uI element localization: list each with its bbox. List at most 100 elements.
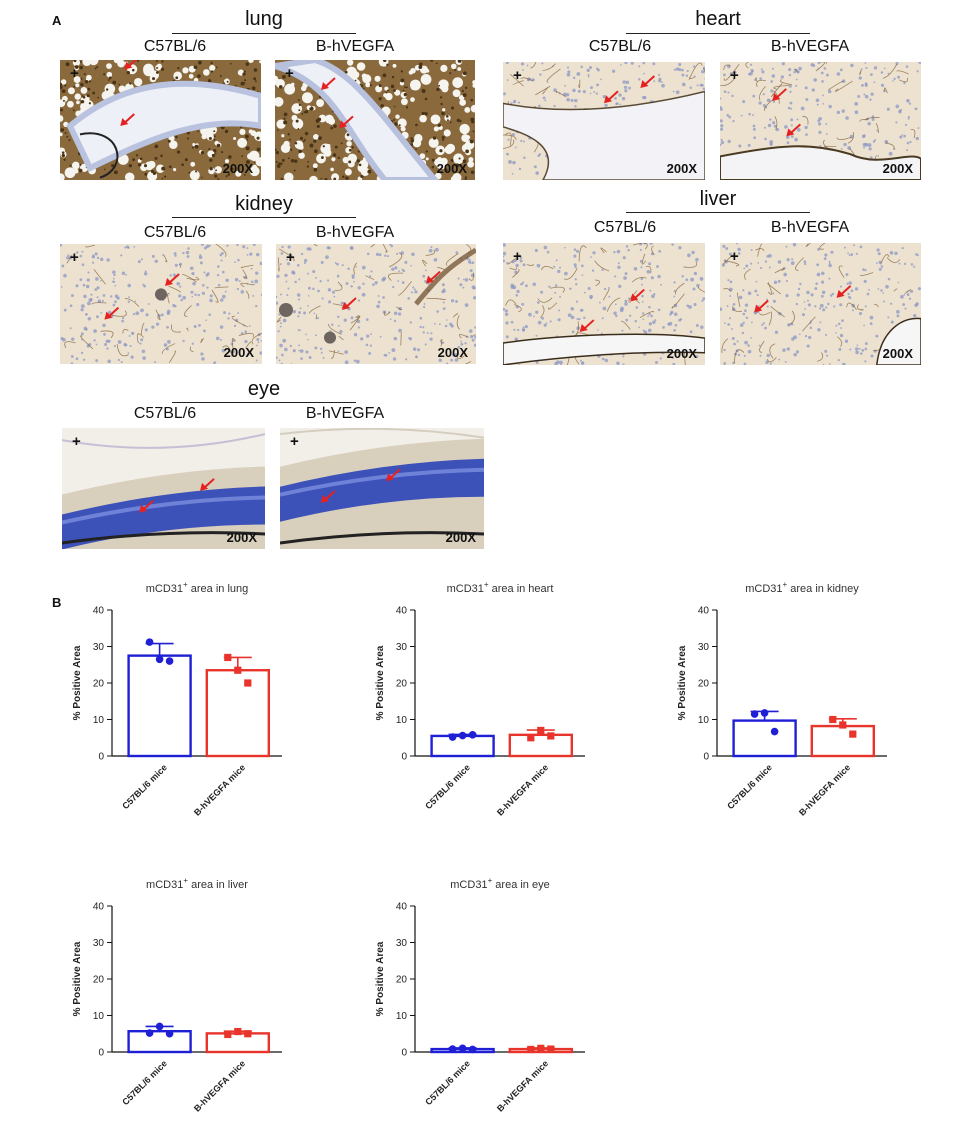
organ-title-lung: lung: [245, 8, 283, 30]
y-tick-label: 0: [703, 752, 709, 763]
micrograph-eye-hvegfa: +200X: [280, 428, 484, 549]
bar: [732, 719, 797, 758]
red-arrow-icon: [139, 499, 154, 513]
y-tick-label: 40: [396, 606, 408, 617]
red-arrow-icon: [579, 319, 595, 333]
red-arrow-icon: [200, 478, 215, 491]
magnification-label: 200X: [222, 161, 253, 176]
chart-eye: mCD31+ area in eye 0 10 20 30 40 % Positive Ar…: [363, 868, 623, 1128]
y-axis-label: % Positive Area: [677, 645, 688, 720]
micrograph-image: [60, 244, 262, 364]
micrograph-lung-hvegfa: +200X: [275, 60, 475, 180]
strain-label-hvegfa-lung: B-hVEGFA: [315, 38, 395, 55]
y-axis-label: % Positive Area: [72, 941, 83, 1016]
x-category-label: C57BL/6 mice: [120, 1058, 169, 1107]
magnification-label: 200X: [882, 161, 913, 176]
x-category-label: B-hVEGFA mice: [495, 762, 550, 817]
red-arrow-icon: [339, 115, 354, 129]
data-point: [760, 709, 769, 717]
data-point: [224, 1030, 232, 1039]
organ-title-liver: liver: [699, 188, 737, 210]
data-point: [750, 710, 759, 718]
data-point: [547, 732, 555, 740]
y-tick-label: 20: [396, 679, 408, 690]
micrograph-image: [720, 62, 921, 180]
y-tick-label: 40: [93, 902, 105, 913]
strain-label-hvegfa-heart: B-hVEGFA: [770, 38, 850, 55]
red-arrow-icon: [604, 90, 619, 104]
x-category-label: C57BL/6 mice: [120, 762, 169, 811]
data-point: [458, 1044, 467, 1053]
y-tick-label: 10: [93, 1011, 105, 1022]
data-point: [165, 1029, 174, 1038]
red-arrow-icon: [426, 270, 441, 284]
x-category-label: B-hVEGFA mice: [192, 762, 247, 817]
y-tick-label: 20: [396, 975, 408, 986]
micrograph-image: [280, 428, 484, 549]
bar-chart: mCD31+ area in kidney 0 10 20 30 40 % Positive…: [677, 580, 887, 818]
data-point: [165, 657, 174, 665]
organ-title-heart: heart: [695, 8, 741, 30]
strain-label-c57-heart: C57BL/6: [588, 38, 652, 55]
red-arrow-icon: [630, 288, 645, 302]
red-arrow-icon: [386, 468, 401, 482]
y-tick-label: 10: [698, 715, 710, 726]
micrograph-kidney-c57: +200X: [60, 244, 262, 364]
red-arrow-icon: [836, 285, 852, 298]
data-point: [244, 679, 252, 687]
data-point: [448, 1045, 457, 1053]
y-tick-label: 0: [98, 1048, 104, 1059]
panel-a-label: A: [52, 13, 62, 28]
chart-title: mCD31+ area in liver: [146, 876, 248, 891]
red-arrow-icon: [120, 113, 135, 126]
bar: [810, 724, 876, 758]
plus-sign: +: [513, 67, 522, 84]
bar-chart: mCD31+ area in eye 0 10 20 30 40 % Positive Ar…: [375, 876, 585, 1114]
y-tick-label: 10: [396, 1011, 408, 1022]
y-tick-label: 20: [93, 679, 105, 690]
y-axis-label: % Positive Area: [375, 941, 386, 1016]
strain-label-c57-lung: C57BL/6: [143, 38, 207, 55]
chart-kidney: mCD31+ area in kidney 0 10 20 30 40 % Positive…: [665, 572, 925, 832]
red-arrow-icon: [786, 123, 802, 137]
magnification-label: 200X: [666, 346, 697, 361]
micrograph-image: [503, 243, 705, 365]
x-category-label: C57BL/6 mice: [423, 1058, 472, 1107]
micrograph-lung-c57: +200X: [60, 60, 261, 180]
y-tick-label: 10: [93, 715, 105, 726]
bar-chart: mCD31+ area in lung 0 10 20 30 40 % Positive A…: [72, 580, 282, 818]
micrograph-image: [62, 428, 265, 549]
magnification-label: 200X: [882, 346, 913, 361]
data-point: [527, 1045, 535, 1054]
chart-title: mCD31+ area in heart: [447, 580, 554, 595]
red-arrow-icon: [640, 75, 656, 88]
chart-lung: mCD31+ area in lung 0 10 20 30 40 % Positive A…: [60, 572, 320, 832]
strain-label-c57-kidney: C57BL/6: [143, 224, 207, 241]
y-tick-label: 30: [93, 938, 105, 949]
plus-sign: +: [285, 65, 294, 82]
data-point: [145, 638, 154, 646]
y-tick-label: 30: [396, 938, 408, 949]
magnification-label: 200X: [436, 161, 467, 176]
y-tick-label: 30: [396, 642, 408, 653]
organ-underline-heart: [626, 33, 810, 34]
micrograph-image: [276, 244, 476, 364]
data-point: [537, 1044, 545, 1052]
x-category-label: B-hVEGFA mice: [192, 1058, 247, 1113]
y-tick-label: 30: [93, 642, 105, 653]
data-point: [537, 726, 545, 735]
organ-title-eye: eye: [247, 378, 281, 400]
y-tick-label: 0: [98, 752, 104, 763]
plus-sign: +: [70, 65, 79, 82]
strain-label-hvegfa-eye: B-hVEGFA: [305, 405, 385, 422]
organ-underline-kidney: [172, 217, 356, 218]
x-category-label: C57BL/6 mice: [423, 762, 472, 811]
data-point: [829, 715, 837, 724]
data-point: [547, 1045, 555, 1053]
panel-b-label: B: [52, 595, 62, 610]
plus-sign: +: [730, 67, 739, 84]
y-axis-label: % Positive Area: [72, 645, 83, 720]
data-point: [849, 730, 857, 738]
strain-label-c57-eye: C57BL/6: [133, 405, 197, 422]
y-tick-label: 0: [401, 752, 407, 763]
